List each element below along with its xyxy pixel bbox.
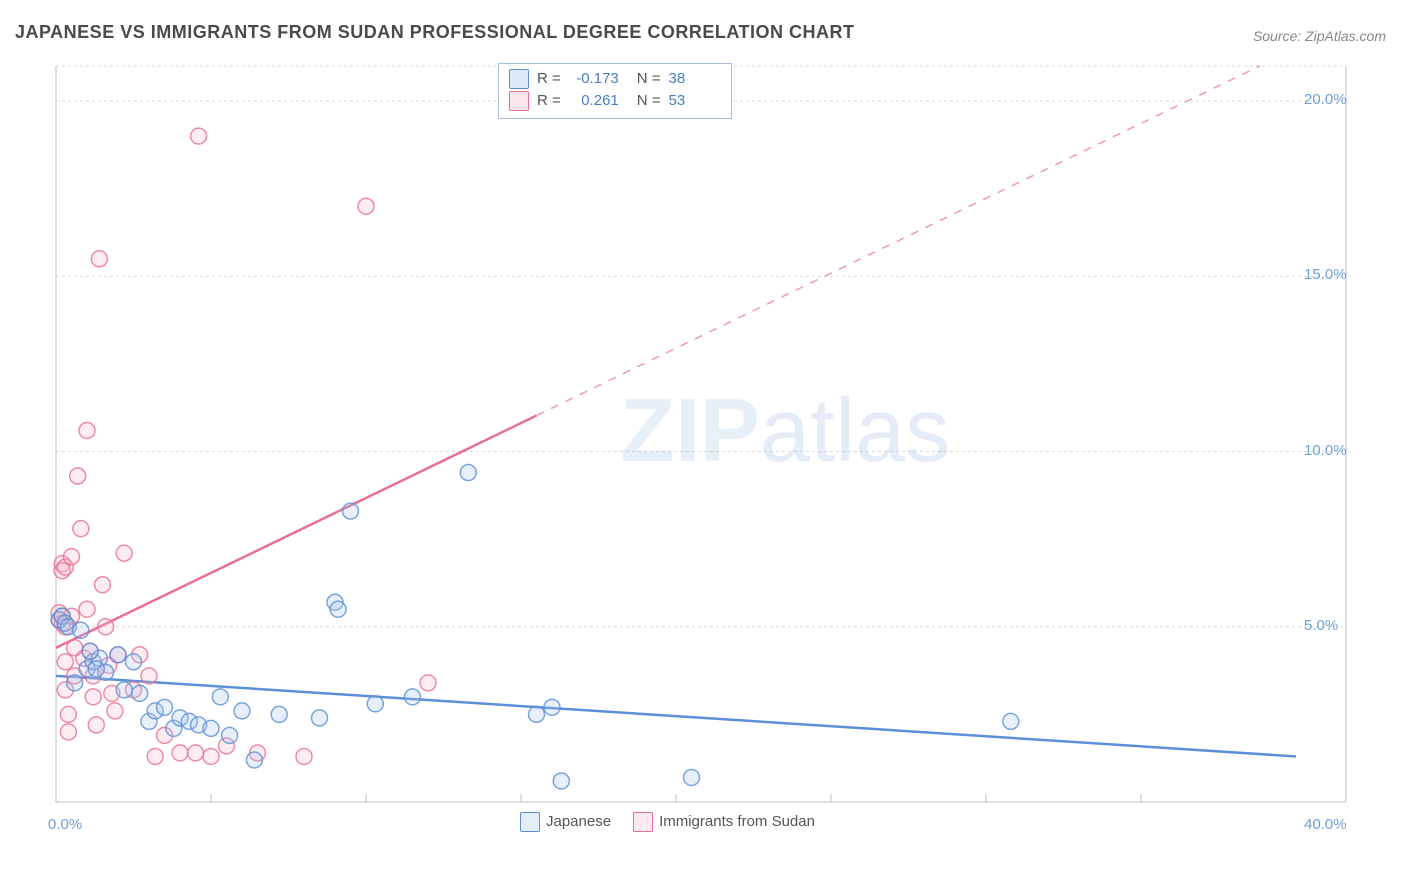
- legend-swatch-japanese: [520, 812, 540, 832]
- chart-legend: Japanese Immigrants from Sudan: [520, 812, 815, 832]
- corr-r-value: 0.261: [569, 90, 619, 112]
- corr-r-label: R =: [537, 68, 561, 90]
- x-tick-label: 0.0%: [48, 816, 82, 833]
- correlation-row: R = 0.261 N = 53: [509, 90, 719, 112]
- scatter-plot: [50, 60, 1356, 820]
- corr-n-label: N =: [637, 68, 661, 90]
- legend-label-sudan: Immigrants from Sudan: [659, 813, 815, 830]
- corr-r-value: -0.173: [569, 68, 619, 90]
- legend-swatch-sudan: [633, 812, 653, 832]
- corr-r-label: R =: [537, 90, 561, 112]
- legend-item-sudan: Immigrants from Sudan: [633, 812, 815, 832]
- corr-n-value: 53: [669, 90, 719, 112]
- source-attribution: Source: ZipAtlas.com: [1253, 28, 1386, 44]
- correlation-row: R = -0.173 N = 38: [509, 68, 719, 90]
- corr-swatch: [509, 91, 529, 111]
- legend-label-japanese: Japanese: [546, 813, 611, 830]
- corr-n-label: N =: [637, 90, 661, 112]
- corr-n-value: 38: [669, 68, 719, 90]
- x-tick-label: 40.0%: [1304, 816, 1347, 833]
- chart-title: JAPANESE VS IMMIGRANTS FROM SUDAN PROFES…: [15, 22, 855, 43]
- y-tick-label: 10.0%: [1304, 442, 1347, 459]
- correlation-box: R = -0.173 N = 38 R = 0.261 N = 53: [498, 63, 732, 119]
- y-tick-label: 5.0%: [1304, 617, 1338, 634]
- y-tick-label: 20.0%: [1304, 91, 1347, 108]
- y-tick-label: 15.0%: [1304, 266, 1347, 283]
- corr-swatch: [509, 69, 529, 89]
- source-prefix: Source:: [1253, 28, 1305, 44]
- legend-item-japanese: Japanese: [520, 812, 611, 832]
- source-link[interactable]: ZipAtlas.com: [1305, 28, 1386, 44]
